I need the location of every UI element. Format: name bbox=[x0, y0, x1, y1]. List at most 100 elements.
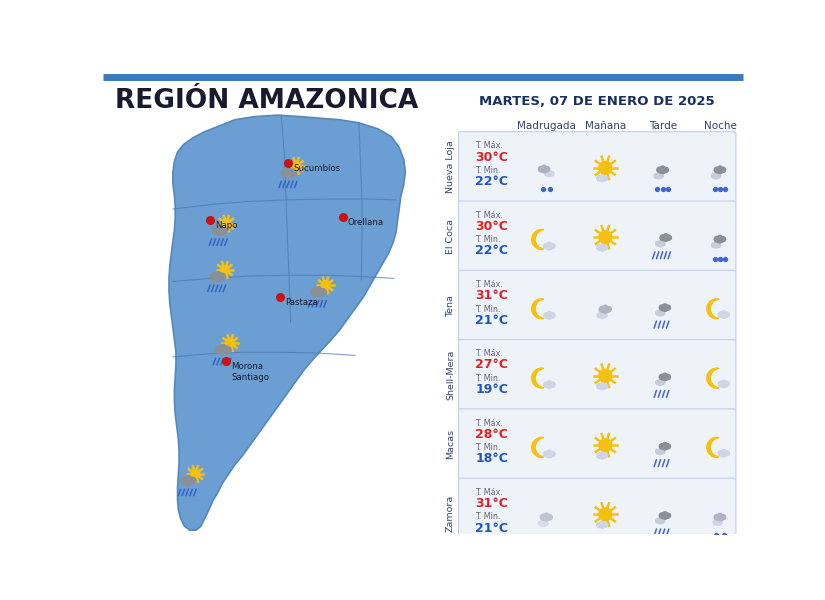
Circle shape bbox=[544, 172, 549, 176]
Text: Shell-Mera: Shell-Mera bbox=[446, 350, 455, 400]
Circle shape bbox=[211, 227, 219, 235]
Circle shape bbox=[596, 176, 602, 181]
Circle shape bbox=[540, 521, 546, 526]
Circle shape bbox=[599, 439, 612, 451]
Circle shape bbox=[599, 383, 606, 390]
Circle shape bbox=[544, 521, 549, 526]
Circle shape bbox=[717, 167, 724, 173]
Circle shape bbox=[546, 382, 553, 388]
Circle shape bbox=[220, 344, 226, 350]
Circle shape bbox=[215, 227, 224, 236]
Text: Madrugada: Madrugada bbox=[517, 121, 576, 131]
Circle shape bbox=[719, 451, 724, 456]
Circle shape bbox=[546, 451, 553, 458]
Circle shape bbox=[599, 370, 612, 382]
Text: Macas: Macas bbox=[446, 429, 455, 460]
Circle shape bbox=[719, 312, 724, 317]
Circle shape bbox=[544, 313, 549, 318]
Circle shape bbox=[716, 243, 721, 247]
Circle shape bbox=[546, 313, 553, 319]
Circle shape bbox=[319, 289, 326, 296]
Circle shape bbox=[602, 313, 607, 317]
Circle shape bbox=[599, 245, 606, 251]
Circle shape bbox=[321, 281, 330, 290]
Circle shape bbox=[656, 380, 660, 385]
Circle shape bbox=[658, 310, 662, 313]
Text: Zamora: Zamora bbox=[446, 495, 455, 532]
Text: Sucumbíos: Sucumbíos bbox=[293, 164, 340, 173]
Circle shape bbox=[663, 234, 668, 238]
Circle shape bbox=[544, 513, 549, 518]
Circle shape bbox=[720, 236, 726, 242]
Circle shape bbox=[290, 169, 297, 176]
Circle shape bbox=[659, 513, 665, 518]
Text: Morona
Santiago: Morona Santiago bbox=[231, 362, 269, 382]
Circle shape bbox=[599, 161, 612, 174]
Circle shape bbox=[656, 449, 660, 454]
Circle shape bbox=[724, 312, 729, 317]
Text: 27°C: 27°C bbox=[475, 358, 508, 371]
Circle shape bbox=[715, 520, 720, 526]
Circle shape bbox=[656, 241, 660, 246]
Circle shape bbox=[718, 513, 722, 518]
Circle shape bbox=[720, 167, 726, 173]
Circle shape bbox=[599, 453, 606, 459]
FancyBboxPatch shape bbox=[459, 131, 736, 203]
Circle shape bbox=[658, 241, 663, 247]
Circle shape bbox=[538, 521, 543, 526]
Text: 30°C: 30°C bbox=[475, 151, 508, 164]
Circle shape bbox=[661, 166, 665, 170]
Text: Orellana: Orellana bbox=[347, 218, 384, 227]
Circle shape bbox=[659, 167, 666, 173]
Circle shape bbox=[542, 166, 546, 170]
Text: 30°C: 30°C bbox=[475, 220, 508, 233]
Text: T. Máx.: T. Máx. bbox=[475, 280, 503, 289]
Circle shape bbox=[719, 381, 724, 386]
Text: Mañana: Mañana bbox=[585, 121, 626, 131]
Circle shape bbox=[315, 287, 322, 293]
Circle shape bbox=[599, 522, 606, 529]
Circle shape bbox=[656, 518, 660, 523]
Text: Tena: Tena bbox=[446, 295, 455, 317]
Circle shape bbox=[602, 523, 607, 527]
Circle shape bbox=[602, 453, 607, 458]
Text: T. Min.: T. Min. bbox=[475, 443, 501, 452]
Circle shape bbox=[658, 380, 663, 385]
Text: El Coca: El Coca bbox=[446, 219, 455, 254]
Circle shape bbox=[600, 313, 605, 319]
FancyBboxPatch shape bbox=[459, 270, 736, 341]
Circle shape bbox=[662, 513, 668, 519]
Circle shape bbox=[666, 444, 671, 449]
Circle shape bbox=[601, 312, 604, 316]
Circle shape bbox=[661, 449, 665, 454]
Wedge shape bbox=[531, 368, 544, 388]
Text: Pastaza: Pastaza bbox=[285, 298, 318, 307]
Circle shape bbox=[536, 439, 553, 455]
Circle shape bbox=[712, 439, 728, 455]
Circle shape bbox=[722, 380, 726, 385]
Circle shape bbox=[544, 382, 549, 388]
Circle shape bbox=[536, 301, 553, 317]
Circle shape bbox=[724, 382, 729, 386]
Circle shape bbox=[714, 167, 720, 173]
Circle shape bbox=[599, 176, 606, 182]
Text: 21°C: 21°C bbox=[475, 521, 508, 535]
Text: T. Min.: T. Min. bbox=[475, 166, 501, 175]
Circle shape bbox=[544, 451, 549, 457]
Circle shape bbox=[547, 311, 552, 316]
Circle shape bbox=[662, 235, 669, 241]
Circle shape bbox=[547, 514, 553, 520]
Wedge shape bbox=[531, 229, 544, 250]
Circle shape bbox=[718, 235, 722, 240]
Circle shape bbox=[658, 311, 663, 316]
Circle shape bbox=[713, 520, 718, 525]
Circle shape bbox=[714, 242, 718, 245]
Circle shape bbox=[536, 370, 553, 386]
Text: 18°C: 18°C bbox=[475, 452, 508, 466]
Circle shape bbox=[662, 304, 667, 308]
Text: 22°C: 22°C bbox=[475, 244, 508, 257]
Circle shape bbox=[189, 477, 196, 484]
Circle shape bbox=[714, 514, 720, 520]
Circle shape bbox=[219, 273, 225, 280]
Circle shape bbox=[597, 313, 602, 318]
